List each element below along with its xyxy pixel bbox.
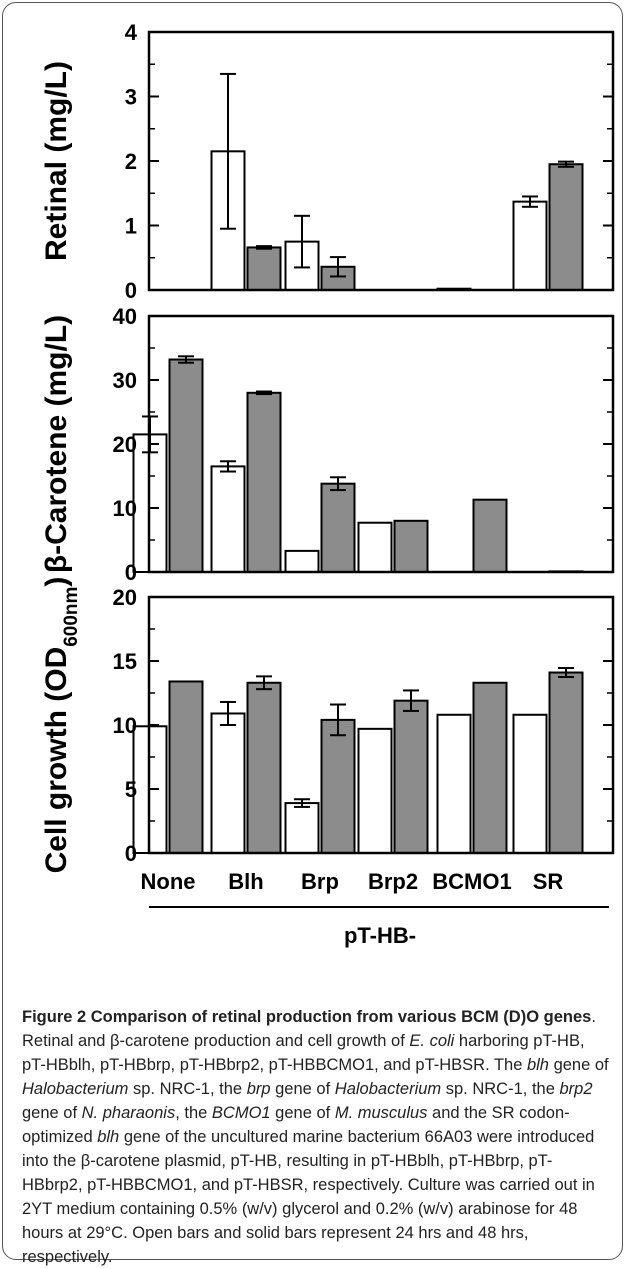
bar-blh-solid [248, 247, 281, 290]
y-tick-label: 3 [125, 85, 137, 110]
y-tick-label: 1 [125, 214, 137, 239]
bar-sr-solid [550, 164, 583, 290]
x-category-label: Brp [301, 869, 339, 894]
caption-segment: BCMO1 [212, 1104, 271, 1122]
x-group-label: pT-HB- [344, 923, 416, 948]
bar-bcmo1-solid [474, 683, 507, 853]
bar-chart-figure: 0 1 2 3 4 Retinal (mg/L) 0 10 20 30 40 β-Carotene (… [0, 0, 627, 1000]
x-category-label: Brp2 [368, 869, 418, 894]
bar-brp2-open [359, 729, 392, 853]
caption-segment: gene of the uncultured marine bacterium … [22, 1128, 595, 1266]
bar-blh-open [212, 466, 245, 572]
caption-segment: gene of [271, 1080, 335, 1098]
panel-1: 0 1 2 3 4 Retinal (mg/L) [40, 20, 613, 303]
bar-none-solid [170, 681, 203, 853]
caption-segment: brp2 [559, 1080, 592, 1098]
bar-bcmo1-solid [474, 500, 507, 572]
x-category-label: BCMO1 [432, 869, 511, 894]
caption-segment: , the [175, 1104, 212, 1122]
x-category-label: Blh [228, 869, 263, 894]
bar-blh-solid [248, 393, 281, 572]
caption-title: Figure 2 Comparison of retinal productio… [22, 1008, 591, 1026]
caption-segment: E. coli [409, 1032, 454, 1050]
caption-segment: Halobacterium [335, 1080, 441, 1098]
y-axis-title: β-Carotene (mg/L) [40, 315, 73, 573]
caption-segment: blh [97, 1128, 119, 1146]
caption-segment: blh [527, 1056, 549, 1074]
caption-segment: M. musculus [335, 1104, 428, 1122]
bar-brp2-solid [395, 521, 428, 572]
bar-brp-open [286, 551, 319, 572]
caption-segment: N. pharaonis [82, 1104, 176, 1122]
panel-2: 0 10 20 30 40 β-Carotene (mg/L) [40, 304, 613, 585]
y-tick-label: 0 [125, 278, 137, 303]
bar-brp2-solid [395, 701, 428, 853]
bar-blh-open [212, 713, 245, 853]
caption-segment: gene of [271, 1104, 335, 1122]
caption-segment: gene of [22, 1104, 82, 1122]
caption-segment: brp [247, 1080, 271, 1098]
x-category-label: None [141, 869, 196, 894]
y-tick-label: 2 [125, 149, 137, 174]
bar-sr-open [514, 202, 547, 290]
y-axis-title: Retinal (mg/L) [40, 61, 73, 261]
caption-text: . Retinal and β-carotene production and … [22, 1008, 609, 1266]
bar-brp2-open [359, 523, 392, 572]
figure-caption: Figure 2 Comparison of retinal productio… [22, 1005, 612, 1269]
caption-segment: gene of [549, 1056, 609, 1074]
y-tick-label: 30 [113, 368, 137, 393]
y-tick-label: 0 [125, 560, 137, 585]
y-tick-label: 40 [113, 304, 137, 329]
bar-brp-open [286, 803, 319, 853]
caption-segment: Halobacterium [22, 1080, 128, 1098]
y-tick-label: 20 [113, 432, 137, 457]
y-tick-label: 10 [113, 713, 137, 738]
bar-none-solid [170, 360, 203, 572]
bar-brp-solid [322, 484, 355, 572]
bar-sr-solid [550, 673, 583, 853]
bar-bcmo1-open [438, 715, 471, 853]
y-tick-label: 4 [125, 20, 138, 45]
y-axis-title: Cell growth (OD600nm) [40, 577, 82, 874]
bar-brp-solid [322, 720, 355, 853]
y-tick-label: 20 [113, 585, 137, 610]
caption-segment: sp. NRC-1, the [441, 1080, 559, 1098]
y-tick-label: 10 [113, 496, 137, 521]
x-category-label: SR [533, 869, 564, 894]
panel-3: 0 5 10 15 20 Cell growth (OD600nm) None Blh Brp B… [40, 577, 613, 948]
bar-sr-open [514, 715, 547, 853]
y-tick-label: 5 [125, 777, 137, 802]
caption-segment: sp. NRC-1, the [128, 1080, 246, 1098]
y-tick-label: 0 [125, 841, 137, 866]
bar-blh-solid [248, 683, 281, 853]
y-tick-label: 15 [113, 649, 137, 674]
